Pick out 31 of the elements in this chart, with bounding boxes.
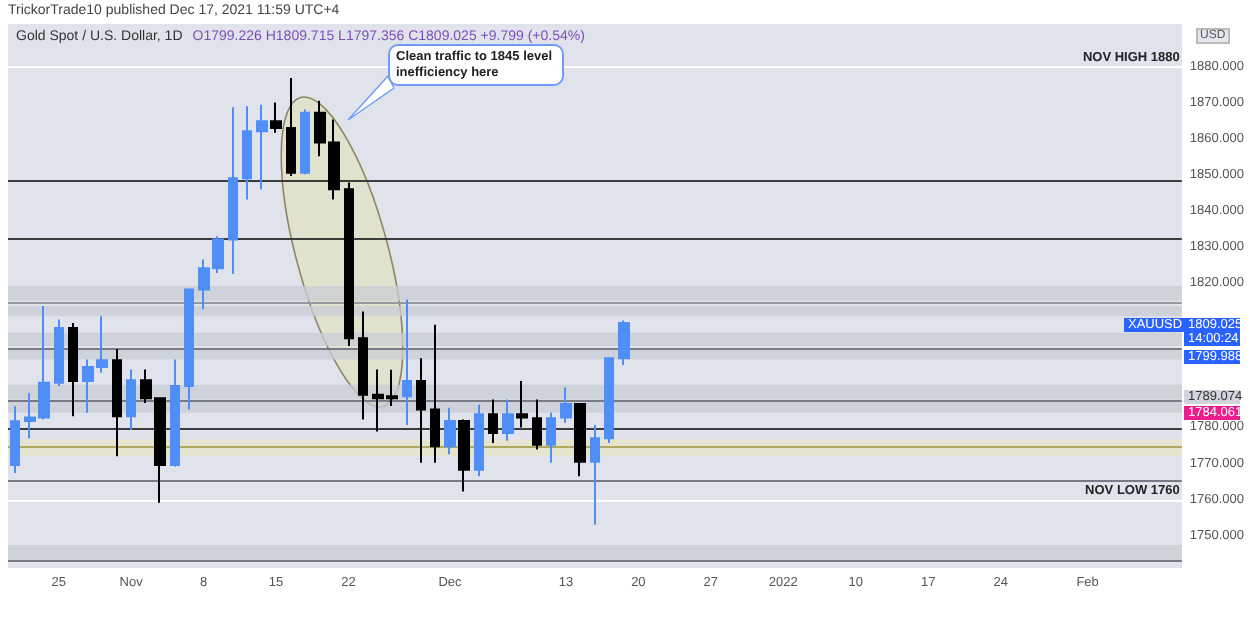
candlestick bbox=[590, 423, 600, 526]
candlestick bbox=[10, 405, 20, 474]
candlestick bbox=[68, 322, 78, 418]
candlestick bbox=[270, 101, 282, 134]
candlestick bbox=[430, 323, 440, 464]
candlestick bbox=[488, 398, 498, 444]
candlestick bbox=[574, 403, 586, 478]
candlestick bbox=[228, 106, 238, 276]
candlestick bbox=[256, 103, 268, 191]
candlestick bbox=[170, 358, 180, 468]
candlestick bbox=[458, 418, 470, 493]
candlestick bbox=[516, 380, 528, 429]
candlestick bbox=[112, 348, 122, 458]
candlestick bbox=[54, 318, 64, 388]
candlestick bbox=[532, 398, 542, 451]
candlestick bbox=[242, 105, 252, 201]
candlestick bbox=[358, 310, 368, 421]
candlestick bbox=[286, 77, 296, 178]
candlestick bbox=[474, 403, 484, 478]
candlestick bbox=[444, 406, 456, 456]
candlestick bbox=[416, 357, 426, 464]
candlestick bbox=[604, 357, 614, 444]
candlestick bbox=[560, 386, 572, 424]
candlestick bbox=[546, 411, 556, 464]
candlestick bbox=[502, 398, 514, 442]
candlestick bbox=[618, 319, 630, 366]
candlestick bbox=[126, 368, 136, 431]
candlestick bbox=[402, 298, 412, 426]
candlestick bbox=[344, 181, 354, 348]
candlestick bbox=[300, 108, 310, 176]
candlestick bbox=[184, 288, 194, 411]
